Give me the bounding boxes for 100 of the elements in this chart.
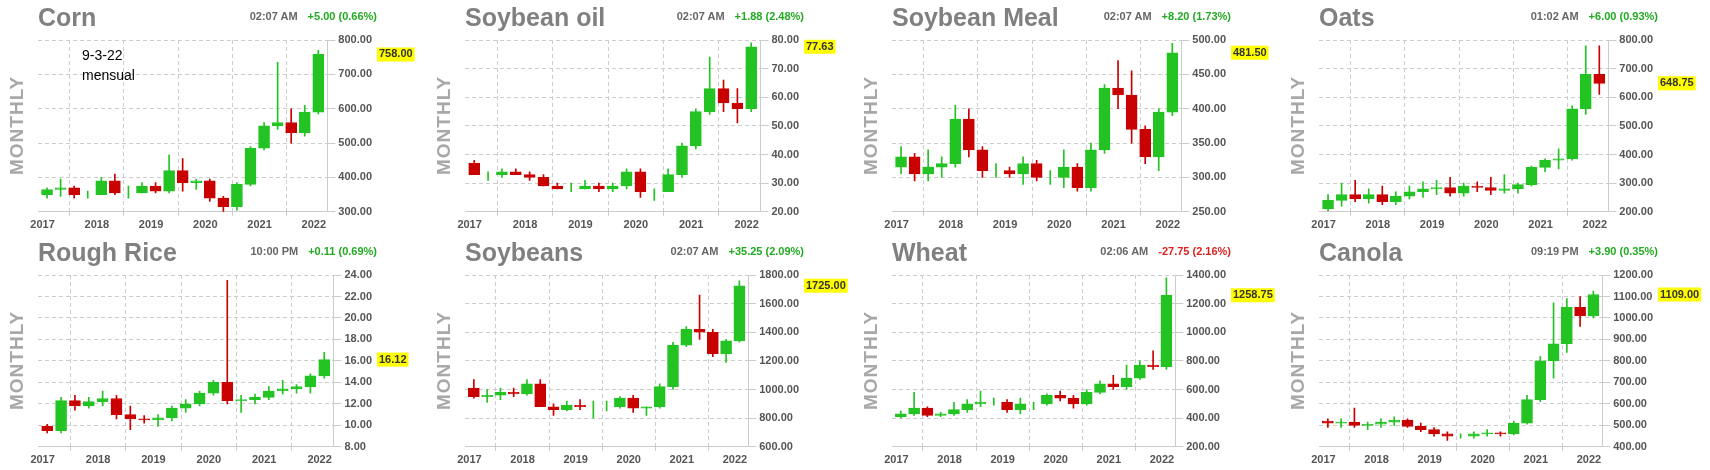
candlestick	[276, 379, 289, 395]
x-tick-label: 2019	[568, 218, 593, 231]
y-axis-title: MONTHLY	[6, 74, 28, 177]
annotation: 9-3-22 mensual	[82, 46, 136, 85]
text: 481.50	[1233, 45, 1267, 58]
y-tick-label: 500.00	[1192, 33, 1227, 46]
x-tick-label: 2017	[30, 218, 55, 231]
candlestick	[908, 392, 920, 416]
text: -27.75 (2.16%)	[1158, 245, 1231, 257]
candlestick	[1335, 418, 1347, 428]
candlestick	[935, 156, 948, 178]
x-tick-label: 2021	[1528, 218, 1553, 231]
text: 16.12	[379, 352, 407, 365]
x-tick-label: 2022	[301, 218, 327, 231]
x-tick-label: 2022	[1155, 218, 1181, 231]
y-tick-label: 600.00	[1613, 396, 1647, 409]
x-tick-label: 2019	[990, 453, 1015, 466]
y-tick-label: 1200.00	[759, 353, 799, 366]
y-axis-title: MONTHLY	[860, 309, 882, 412]
y-tick-label: 600.00	[1186, 382, 1220, 395]
x-tick-label: 2022	[1149, 453, 1175, 466]
y-tick-label: 1400.00	[759, 325, 799, 338]
x-tick-label: 2017	[1311, 218, 1336, 231]
candlestick	[1481, 429, 1493, 437]
text: 648.75	[1660, 76, 1694, 89]
text: 1258.75	[1233, 288, 1273, 301]
y-tick-label: 50.00	[771, 118, 799, 131]
y-tick-label: 600.00	[338, 101, 373, 114]
y-tick-label: 80.00	[771, 33, 799, 46]
x-tick-label: 2020	[1043, 453, 1068, 466]
x-tick-label: 2020	[196, 453, 222, 466]
chart-title: Corn	[38, 2, 97, 31]
x-tick-label: 2018	[938, 218, 964, 231]
x-tick-label: 2018	[1364, 453, 1389, 466]
y-tick-label: 22.00	[344, 289, 372, 302]
chart-subtitle: 01:02 AM	[1530, 10, 1579, 22]
text: +5.00 (0.66%)	[307, 10, 377, 22]
x-tick-label: 2021	[247, 218, 272, 231]
y-tick-label: 400.00	[1613, 439, 1647, 452]
chart-title: Oats	[1319, 2, 1375, 31]
chart-title: Canola	[1319, 237, 1404, 266]
candlestick	[1112, 60, 1124, 110]
y-tick-label: 400.00	[338, 170, 373, 183]
text: +35.25 (2.09%)	[728, 245, 804, 257]
x-tick-label: 2017	[884, 218, 909, 231]
candlestick	[1349, 179, 1361, 203]
text: 77.63	[806, 39, 834, 52]
y-tick-label: 70.00	[771, 61, 799, 74]
y-tick-label: 400.00	[1619, 147, 1654, 160]
x-tick-label: 2021	[251, 453, 277, 466]
x-tick-label: 2020	[1470, 453, 1495, 466]
y-tick-label: 1200.00	[1186, 296, 1226, 309]
x-tick-label: 2022	[722, 453, 748, 466]
y-tick-label: 12.00	[344, 396, 372, 409]
x-tick-label: 2017	[457, 453, 482, 466]
y-tick-label: 40.00	[771, 147, 799, 160]
y-tick-label: 450.00	[1192, 67, 1227, 80]
x-tick-label: 2018	[510, 453, 535, 466]
x-tick-label: 2019	[141, 453, 166, 466]
y-tick-label: 1000.00	[759, 382, 799, 395]
y-tick-label: 1400.00	[1186, 268, 1226, 281]
x-tick-label: 2018	[84, 218, 110, 231]
candlestick	[190, 178, 203, 190]
x-tick-label: 2019	[1417, 453, 1442, 466]
x-tick-label: 2020	[623, 218, 649, 231]
y-tick-label: 8.00	[344, 439, 366, 452]
y-tick-label: 700.00	[1619, 61, 1654, 74]
text: +0.11 (0.69%)	[308, 245, 377, 257]
candlestick	[922, 149, 934, 182]
text: 1109.00	[1660, 287, 1700, 300]
y-tick-label: 300.00	[338, 204, 373, 217]
x-tick-label: 2020	[193, 218, 218, 231]
y-tick-label: 800.00	[1619, 33, 1654, 46]
y-tick-label: 400.00	[1192, 101, 1227, 114]
y-tick-label: 60.00	[771, 90, 799, 103]
y-tick-label: 600.00	[1619, 90, 1654, 103]
y-tick-label: 800.00	[759, 411, 793, 424]
y-tick-label: 200.00	[1186, 439, 1220, 452]
y-axis-title: MONTHLY	[6, 309, 28, 412]
candlestick	[152, 414, 164, 427]
chart-subtitle: 09:19 PM	[1530, 245, 1579, 257]
y-tick-label: 1000.00	[1613, 310, 1653, 323]
x-tick-label: 2022	[307, 453, 332, 466]
x-tick-label: 2020	[616, 453, 641, 466]
x-tick-label: 2018	[85, 453, 111, 466]
y-axis-title: MONTHLY	[1287, 309, 1309, 412]
y-tick-label: 500.00	[338, 136, 373, 149]
y-tick-label: 1200.00	[1613, 268, 1653, 281]
text: +3.90 (0.35%)	[1588, 245, 1658, 257]
x-tick-label: 2019	[1419, 218, 1445, 231]
candlestick	[138, 415, 151, 424]
y-tick-label: 900.00	[1613, 332, 1647, 345]
chart-subtitle: 02:07 AM	[249, 10, 298, 22]
y-tick-label: 1800.00	[759, 268, 799, 281]
chart-title: Soybean oil	[465, 2, 606, 31]
y-tick-label: 20.00	[771, 204, 799, 217]
x-tick-label: 2021	[678, 218, 704, 231]
y-tick-label: 700.00	[338, 67, 373, 80]
text: +6.00 (0.93%)	[1588, 10, 1658, 22]
x-tick-label: 2019	[563, 453, 588, 466]
